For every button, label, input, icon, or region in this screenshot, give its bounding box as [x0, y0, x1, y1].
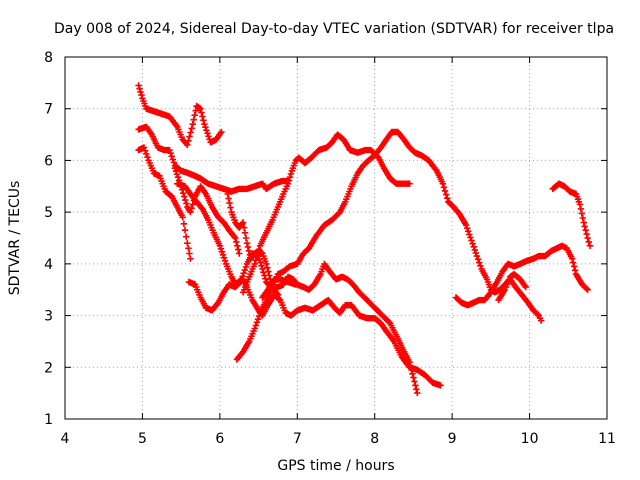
x-tick-label: 10: [521, 431, 539, 447]
x-tick-labels: 4 5 6 7 8 9 10 11: [61, 431, 616, 447]
x-tick-label: 9: [448, 431, 457, 447]
plus-markers: [174, 180, 421, 397]
y-tick-label: 4: [44, 257, 53, 273]
plus-markers: [135, 82, 225, 149]
series-arc-9: [239, 131, 413, 296]
x-tick-label: 7: [293, 431, 302, 447]
y-tick-label: 5: [44, 205, 53, 221]
x-tick-label: 6: [215, 431, 224, 447]
y-tick-label: 6: [44, 153, 53, 169]
y-tick-label: 8: [44, 50, 53, 66]
x-tick-label: 8: [370, 431, 379, 447]
y-tick-label: 3: [44, 309, 53, 325]
y-tick-label: 2: [44, 360, 53, 376]
y-tick-label: 1: [44, 412, 53, 428]
y-axis-label: SDTVAR / TECUs: [7, 181, 23, 296]
series-arc-11: [452, 242, 591, 309]
x-tick-label: 5: [138, 431, 147, 447]
data-series: [135, 82, 594, 397]
y-tick-label: 7: [44, 102, 53, 118]
series-arc-13: [549, 180, 594, 249]
plot-frame: [64, 56, 608, 420]
grid-lines: [65, 57, 607, 419]
plus-markers: [259, 276, 299, 301]
axis-ticks: [64, 56, 608, 420]
plus-markers: [239, 131, 413, 296]
series-arc-6: [185, 276, 444, 389]
chart-title: Day 008 of 2024, Sidereal Day-to-day VTE…: [54, 21, 614, 37]
plus-markers: [549, 180, 594, 249]
series-arc-1: [135, 82, 225, 149]
plus-markers: [452, 242, 591, 309]
series-arc-3: [135, 144, 194, 262]
x-tick-label: 11: [598, 431, 616, 447]
plus-markers: [135, 144, 194, 262]
plus-markers: [233, 128, 545, 363]
series-arc-5: [174, 180, 421, 397]
series-arc-2: [135, 123, 292, 195]
plus-markers: [135, 123, 292, 195]
series-arc-12: [495, 271, 529, 304]
plus-markers: [185, 276, 444, 389]
series-arc-10: [259, 276, 299, 301]
x-tick-label: 4: [61, 431, 70, 447]
series-arc-8: [233, 128, 545, 363]
x-axis-label: GPS time / hours: [277, 458, 394, 474]
y-tick-labels: 1 2 3 4 5 6 7 8: [44, 50, 53, 428]
plus-markers: [495, 271, 529, 304]
